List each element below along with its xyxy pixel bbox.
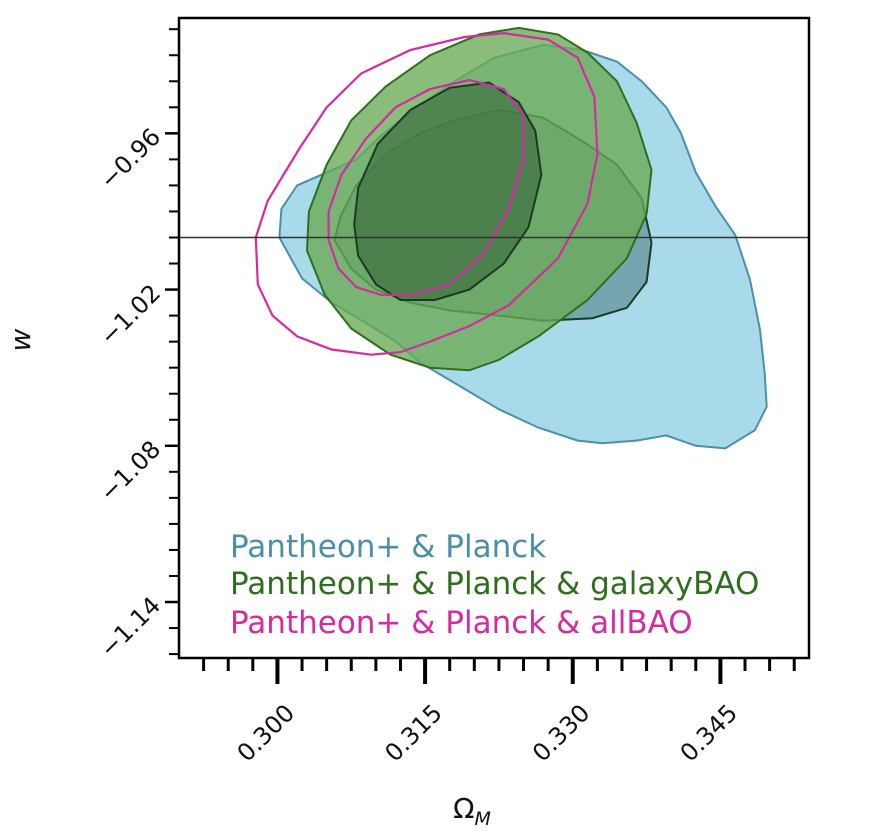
contour-inner-galaxybao [353, 81, 543, 301]
x-axis-title: ΩM [453, 792, 491, 830]
contour-outer-allbao [254, 31, 599, 356]
y-tick-label: −1.08 [94, 435, 166, 507]
legend-label-allbao: Pantheon+ & Planck & allBAO [230, 605, 693, 641]
contour-inner-allbao [327, 78, 525, 296]
x-tick-label: 0.330 [527, 699, 595, 767]
legend: Pantheon+ & Planck Pantheon+ & Planck & … [230, 529, 759, 641]
y-axis-title: w [4, 328, 37, 351]
legend-label-galaxybao: Pantheon+ & Planck & galaxyBAO [230, 566, 759, 602]
x-tick-label: 0.300 [232, 699, 300, 767]
plot-frame [177, 16, 811, 660]
contour-layer [254, 26, 768, 450]
x-tick-label: 0.315 [379, 699, 447, 767]
x-axis-title-subscript: M [475, 808, 491, 830]
y-tick-label: −1.02 [94, 279, 166, 351]
legend-label-planck: Pantheon+ & Planck [230, 529, 546, 565]
x-tick-label: 0.345 [675, 699, 743, 767]
y-tick-label: −1.14 [94, 591, 166, 663]
y-tick-label: −0.96 [94, 123, 166, 195]
